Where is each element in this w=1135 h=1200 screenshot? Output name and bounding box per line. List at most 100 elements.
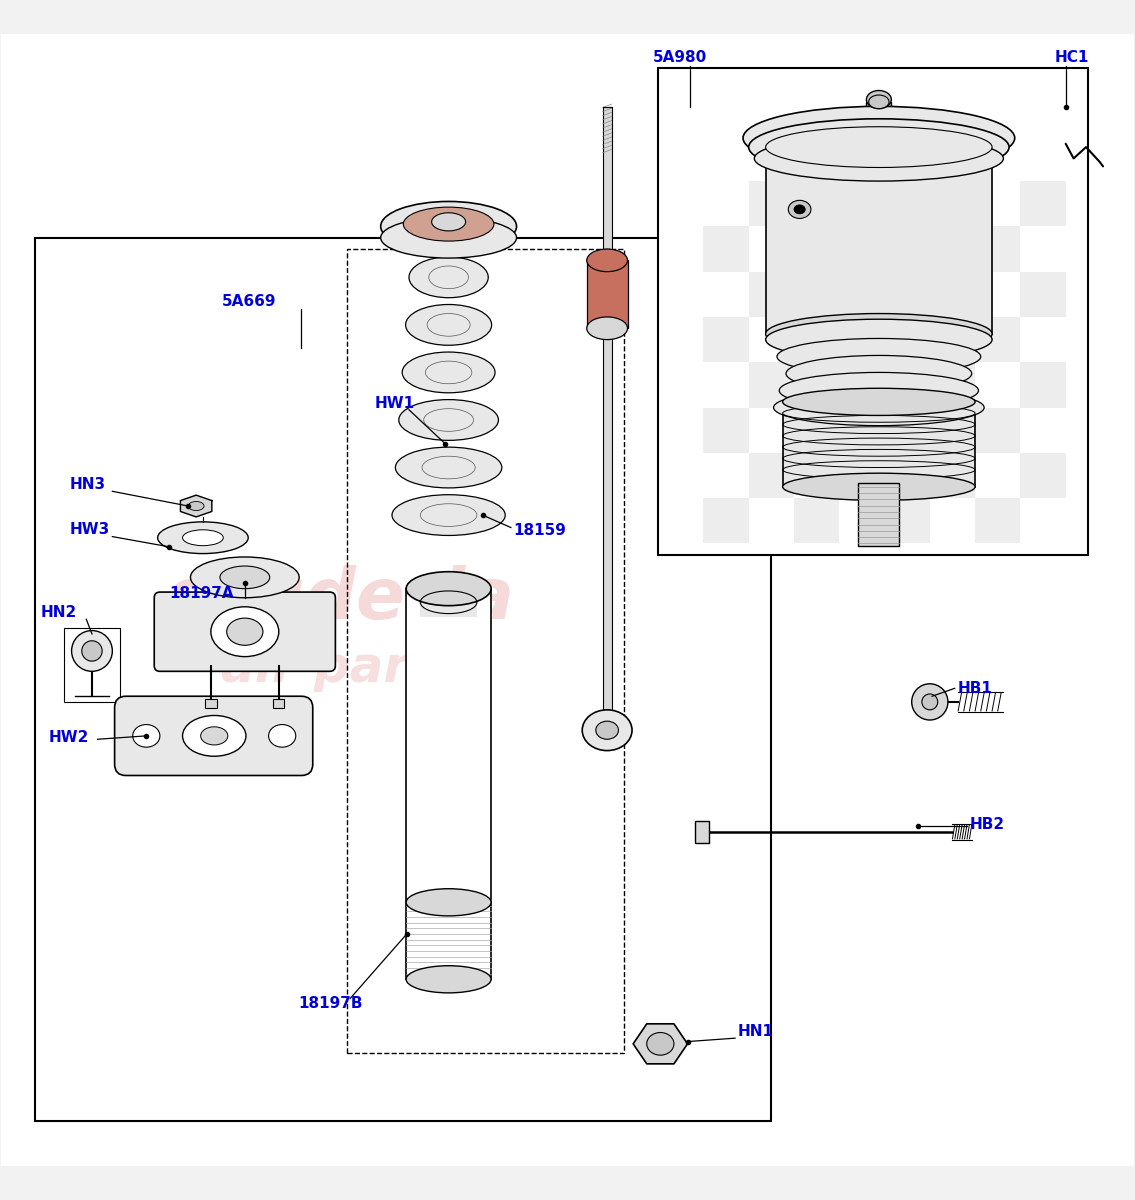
Ellipse shape xyxy=(911,684,948,720)
Text: air parts: air parts xyxy=(220,644,461,692)
Ellipse shape xyxy=(211,607,279,656)
Ellipse shape xyxy=(183,530,224,546)
Ellipse shape xyxy=(402,352,495,392)
Bar xyxy=(406,589,491,979)
Text: 18159: 18159 xyxy=(513,523,566,539)
Bar xyxy=(930,452,975,498)
Bar xyxy=(420,583,477,617)
FancyBboxPatch shape xyxy=(115,696,313,775)
Ellipse shape xyxy=(406,889,491,916)
Ellipse shape xyxy=(596,721,619,739)
Text: HB2: HB2 xyxy=(969,817,1004,832)
Bar xyxy=(64,629,120,702)
Bar xyxy=(794,227,839,271)
Ellipse shape xyxy=(777,338,981,374)
Ellipse shape xyxy=(405,305,491,346)
Bar xyxy=(884,227,930,271)
Ellipse shape xyxy=(183,715,246,756)
Ellipse shape xyxy=(403,208,494,241)
Bar xyxy=(794,498,839,544)
Text: HB1: HB1 xyxy=(958,680,993,696)
Bar xyxy=(975,498,1020,544)
Ellipse shape xyxy=(766,313,992,354)
Ellipse shape xyxy=(868,95,889,109)
Ellipse shape xyxy=(406,966,491,992)
Bar xyxy=(274,698,285,708)
Bar xyxy=(930,362,975,408)
Bar xyxy=(1020,362,1066,408)
Text: 5A669: 5A669 xyxy=(222,294,277,308)
Ellipse shape xyxy=(409,257,488,298)
Bar xyxy=(704,227,749,271)
Bar xyxy=(603,108,612,731)
Bar xyxy=(839,452,884,498)
Text: scuderia: scuderia xyxy=(168,565,514,635)
Ellipse shape xyxy=(749,119,1009,175)
Bar xyxy=(35,238,772,1121)
Polygon shape xyxy=(180,496,212,517)
Text: HN1: HN1 xyxy=(738,1024,773,1039)
Bar xyxy=(1020,271,1066,317)
Ellipse shape xyxy=(158,522,249,553)
Ellipse shape xyxy=(789,200,810,218)
Bar xyxy=(1020,181,1066,227)
Ellipse shape xyxy=(406,571,491,606)
Ellipse shape xyxy=(201,727,228,745)
Bar xyxy=(205,698,217,708)
Ellipse shape xyxy=(395,448,502,488)
Ellipse shape xyxy=(866,90,891,109)
Bar xyxy=(794,317,839,362)
Ellipse shape xyxy=(191,557,300,598)
Ellipse shape xyxy=(774,390,984,426)
Bar xyxy=(704,498,749,544)
Ellipse shape xyxy=(269,725,296,748)
Text: HW1: HW1 xyxy=(375,396,415,410)
Bar xyxy=(658,68,1088,554)
Bar xyxy=(858,484,899,546)
Bar xyxy=(975,227,1020,271)
Text: 18197B: 18197B xyxy=(299,996,362,1010)
Bar xyxy=(930,271,975,317)
Ellipse shape xyxy=(587,317,628,340)
Bar xyxy=(749,452,794,498)
Ellipse shape xyxy=(398,400,498,440)
Ellipse shape xyxy=(133,725,160,748)
Bar xyxy=(930,181,975,227)
Bar xyxy=(794,408,839,452)
Ellipse shape xyxy=(647,1032,674,1055)
Ellipse shape xyxy=(72,630,112,671)
Ellipse shape xyxy=(380,217,516,258)
Bar xyxy=(839,271,884,317)
Bar xyxy=(704,317,749,362)
Text: 5A980: 5A980 xyxy=(653,50,707,65)
Polygon shape xyxy=(633,1024,688,1064)
Ellipse shape xyxy=(392,494,505,535)
Ellipse shape xyxy=(188,502,204,510)
Bar xyxy=(975,317,1020,362)
Ellipse shape xyxy=(220,566,270,589)
Bar xyxy=(696,821,709,844)
Bar xyxy=(1020,452,1066,498)
Bar xyxy=(749,362,794,408)
Bar xyxy=(749,181,794,227)
Bar xyxy=(975,408,1020,452)
Ellipse shape xyxy=(431,212,465,230)
Text: HW3: HW3 xyxy=(69,522,110,538)
Bar xyxy=(346,250,624,1052)
Ellipse shape xyxy=(380,202,516,251)
Ellipse shape xyxy=(766,319,992,360)
Text: HW2: HW2 xyxy=(49,730,90,744)
Bar xyxy=(587,260,628,329)
Text: HC1: HC1 xyxy=(1054,50,1088,65)
FancyBboxPatch shape xyxy=(154,592,336,671)
Bar xyxy=(766,148,992,334)
Ellipse shape xyxy=(783,473,975,500)
Ellipse shape xyxy=(587,250,628,271)
Bar xyxy=(884,408,930,452)
Text: HN3: HN3 xyxy=(69,478,106,492)
Text: HN2: HN2 xyxy=(41,605,77,620)
Ellipse shape xyxy=(743,107,1015,169)
Ellipse shape xyxy=(755,136,1003,181)
Ellipse shape xyxy=(787,355,972,391)
Bar xyxy=(704,408,749,452)
